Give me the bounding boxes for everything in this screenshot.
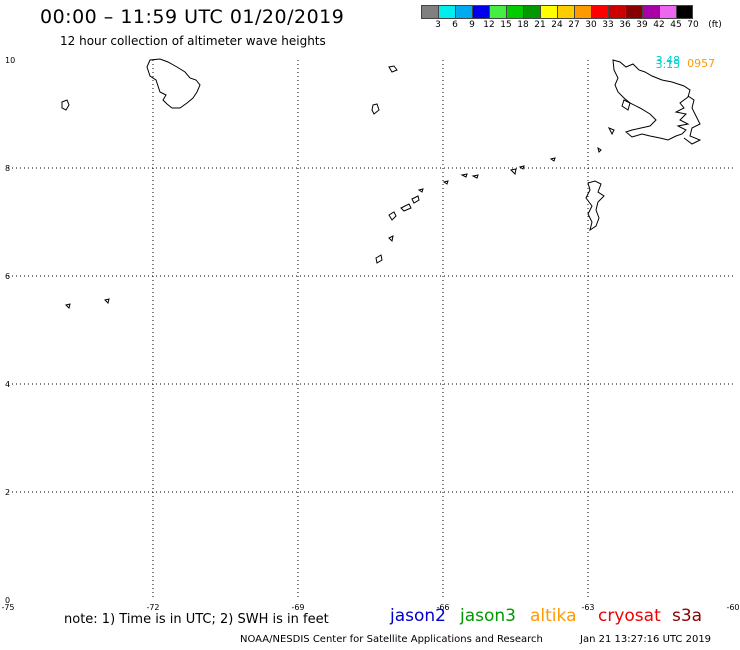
coastline-islet-west [61,99,70,111]
legend-swatch [438,5,455,19]
legend-label: 9 [469,20,475,30]
legend-swatch [523,5,540,19]
lon-tick-label: -75 [1,603,14,612]
lat-tick-label: 8 [5,164,10,173]
lat-tick-label: 2 [5,488,10,497]
wave-height-label: 3.15 [656,58,681,71]
satellite-jason3: jason3 [460,606,516,626]
wave-height-label: 3.48 [656,54,681,67]
legend-swatch [489,5,506,19]
credit-text: NOAA/NESDIS Center for Satellite Applica… [240,634,543,645]
coastline-chain-11 [388,235,394,243]
legend-label: 30 [585,20,597,30]
coastline-chain-1 [388,211,397,221]
coastline-chain-7 [471,174,479,179]
coastline-chain-3 [411,195,420,204]
satellite-s3a: s3a [672,606,703,626]
legend-swatch [421,5,438,19]
legend-label: 24 [551,20,563,30]
legend-labels: 3 6 9 12 15 18 21 24 27 30 33 36 39 42 45 70 (ft) [421,19,722,31]
coastline-chain-8 [509,168,517,176]
coastline-chain-4 [417,188,424,193]
legend-label: 45 [670,20,682,30]
page-title: 00:00 – 11:59 UTC 01/20/2019 [40,6,345,28]
legend-swatch [642,5,659,19]
wave-height-labels: 3.483.15 0957 [656,54,715,71]
legend-label: 27 [568,20,580,30]
lat-tick-label: 0 [5,596,10,605]
legend-swatch [608,5,625,19]
units-note: note: 1) Time is in UTC; 2) SWH is in fe… [64,612,329,627]
wave-height-label: 0957 [687,57,715,70]
wave-height-legend: 3 6 9 12 15 18 21 24 27 30 33 36 39 42 45 70 (ft) [421,5,722,31]
coastline-northeast [612,59,691,141]
legend-swatch [591,5,608,19]
coastline-islet-sw2 [104,298,110,304]
coastline-islet-center [371,103,380,115]
legend-unit: (ft) [708,20,722,30]
legend-label: 12 [483,20,495,30]
page-subtitle: 12 hour collection of altimeter wave hei… [60,34,326,48]
legend-swatch [506,5,523,19]
lon-tick-label: -69 [291,603,304,612]
coastline-chain-10 [549,157,556,162]
lat-tick-label: 10 [5,56,15,65]
coastline-paraguana [146,58,201,109]
legend-label: 42 [653,20,665,30]
coastline-chain-5 [442,180,449,185]
coastline-delta [683,95,702,145]
coastline-chain-6 [460,173,468,178]
legend-swatch [455,5,472,19]
legend-label: 3 [435,20,441,30]
legend-swatch [557,5,574,19]
map-grid [8,60,733,600]
legend-label: 6 [452,20,458,30]
map-tick-labels: -75 -72 -69 -66 -63 -60 0 2 4 6 8 10 [1,56,739,612]
coastline-islet-north [388,65,398,73]
lat-tick-label: 6 [5,272,10,281]
legend-swatch [625,5,642,19]
legend-label: 21 [534,20,546,30]
legend-label: 39 [636,20,648,30]
coastline-chain-12 [375,254,383,264]
lon-tick-label: -60 [726,603,739,612]
coastline-chain-2 [400,203,412,212]
satellite-cryosat: cryosat [598,606,661,626]
coastline-southeast [585,180,605,232]
satellite-jason2: jason2 [390,606,446,626]
legend-label: 33 [602,20,614,30]
legend-swatch [676,5,693,19]
legend-swatch [659,5,676,19]
legend-swatch [472,5,489,19]
coastlines [61,58,702,309]
lon-tick-label: -72 [146,603,159,612]
legend-swatch [540,5,557,19]
legend-label: 18 [517,20,529,30]
lat-tick-label: 4 [5,380,10,389]
lon-tick-label: -66 [436,603,449,612]
coastline-islet-ne [621,99,631,111]
legend-swatches [421,5,693,19]
coastline-chain-9 [518,165,525,170]
coastline-islet-east2 [597,146,602,153]
generated-timestamp: Jan 21 13:27:16 UTC 2019 [580,634,712,645]
legend-label: 36 [619,20,631,30]
legend-label: 70 [687,20,699,30]
satellite-altika: altika [530,606,577,626]
legend-swatch [574,5,591,19]
lon-tick-label: -63 [581,603,594,612]
legend-label: 15 [500,20,512,30]
coastline-islet-east1 [607,127,615,136]
coastline-islet-sw1 [65,303,71,309]
